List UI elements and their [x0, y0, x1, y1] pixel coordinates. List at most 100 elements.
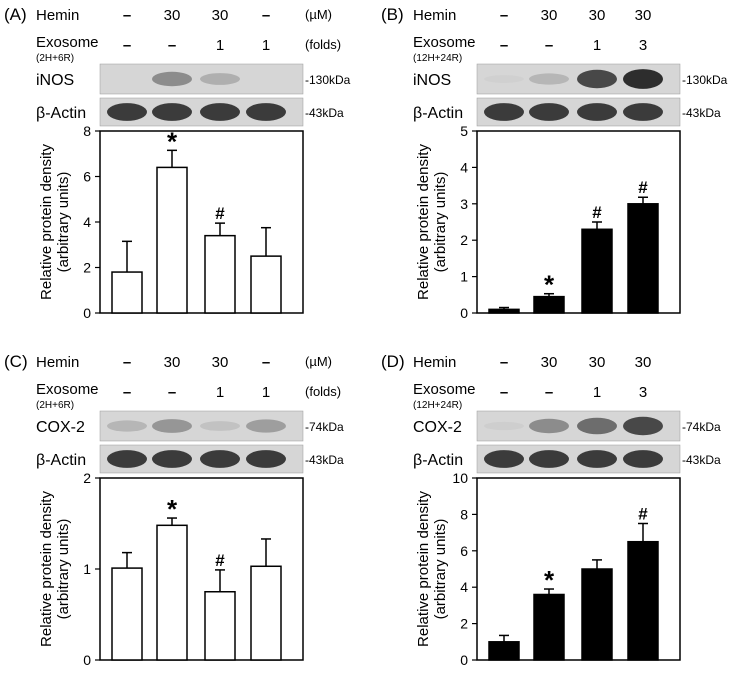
treatment-value: 30 [635, 354, 652, 371]
blot-label: iNOS [413, 72, 451, 89]
bar [627, 203, 659, 314]
treatment-label: Hemin [413, 354, 456, 371]
panel-b: (B) Hemin –30 30 30 Exosome (12H+24R) – –1 3 iNOS -… [377, 0, 754, 346]
blot-label: COX-2 [36, 419, 85, 436]
blot-band [152, 450, 192, 468]
plot-frame [476, 130, 681, 314]
blot-marker: -130kDa [682, 73, 728, 87]
y-tick-label: 1 [83, 561, 91, 577]
treatment-value: 3 [639, 384, 647, 401]
bar [250, 565, 282, 661]
bar [581, 568, 613, 661]
treatment-value: 1 [216, 384, 224, 401]
treatment-value: 30 [212, 354, 229, 371]
significance-star: * [167, 126, 178, 156]
treatment-label: Exosome [413, 34, 476, 51]
blot-marker: -43kDa [305, 106, 344, 120]
blot-band [623, 416, 663, 436]
bar [488, 641, 520, 661]
blot-band [484, 75, 524, 83]
y-axis-label-line1: Relative protein density [38, 144, 55, 300]
blot-band [623, 103, 663, 121]
bar [250, 255, 282, 314]
panel-c-svg: (C) Hemin – 30 30 – (µM) Exosome (2H+6R) – – 1 1 (fol… [4, 352, 344, 668]
panel-label: (B) [381, 5, 404, 24]
treatment-sublabel: (2H+6R) [36, 400, 74, 411]
blot-band [246, 103, 286, 121]
significance-star: * [544, 565, 555, 595]
y-tick-label: 10 [452, 470, 468, 486]
treatment-value: 3 [639, 37, 647, 54]
treatment-value: 1 [262, 37, 270, 54]
treatment-value: – [123, 384, 131, 401]
treatment-value: 30 [164, 354, 181, 371]
bar [627, 540, 659, 661]
blot-band [107, 420, 147, 432]
blot-band [107, 103, 147, 121]
treatment-value: – [123, 354, 131, 371]
treatment-value: 30 [589, 354, 606, 371]
panel-c: (C) Hemin – 30 30 – (µM) Exosome (2H+6R) – – 1 1 (fol… [0, 347, 377, 693]
blot-band [200, 73, 240, 85]
blot-band [484, 421, 524, 431]
treatment-value: – [123, 7, 131, 24]
blot-band [152, 71, 192, 87]
treatment-value: – [500, 37, 508, 54]
panel-d: (D) Hemin – 30 30 30 Exosome (12H+24R) – – 1 3 COX-2… [377, 347, 754, 693]
treatment-value: – [123, 37, 131, 54]
treatment-sublabel: (12H+24R) [413, 400, 462, 411]
y-tick-label: 2 [83, 260, 91, 276]
treatment-unit: (µM) [305, 7, 332, 22]
panel-label: (A) [4, 5, 27, 24]
blot-band [200, 103, 240, 121]
blot-marker: -130kDa [305, 73, 351, 87]
blot-label: COX-2 [413, 419, 462, 436]
treatment-value: – [545, 384, 553, 401]
treatment-value: 30 [635, 7, 652, 24]
treatment-value: 1 [593, 37, 601, 54]
treatment-value: 30 [541, 7, 558, 24]
y-axis-label-line1: Relative protein density [415, 491, 432, 647]
panel-label: (D) [381, 352, 405, 371]
treatment-value: – [262, 354, 270, 371]
blot-marker: -43kDa [682, 453, 721, 467]
bar [156, 524, 188, 661]
y-tick-label: 2 [460, 232, 468, 248]
significance-hash: # [638, 178, 648, 197]
blot-band [623, 69, 663, 89]
blot-band [577, 103, 617, 121]
blot-band [200, 421, 240, 431]
treatment-value: – [500, 354, 508, 371]
blot-label: β-Actin [413, 105, 463, 122]
blot-band [152, 103, 192, 121]
y-tick-label: 2 [460, 616, 468, 632]
panel-a-svg: (A) Hemin – 30 30 – (µM) Exosome (2H+6R) – – 1 1 (fol… [4, 5, 351, 321]
treatment-label: Exosome [36, 34, 99, 51]
blot-band [529, 450, 569, 468]
treatment-value: 30 [164, 7, 181, 24]
bar [204, 591, 236, 661]
significance-star: * [544, 270, 555, 300]
blot-band [107, 450, 147, 468]
treatment-value: – [168, 37, 176, 54]
y-axis-label-line2: (arbitrary units) [432, 172, 449, 273]
treatment-sublabel: (12H+24R) [413, 53, 462, 64]
blot-band [529, 73, 569, 85]
blot-label: β-Actin [36, 105, 86, 122]
y-tick-label: 6 [83, 169, 91, 185]
treatment-label: Hemin [36, 7, 79, 24]
blot-band [152, 419, 192, 433]
treatment-sublabel: (2H+6R) [36, 53, 74, 64]
y-tick-label: 5 [460, 123, 468, 139]
significance-hash: # [592, 203, 602, 222]
significance-hash: # [215, 204, 225, 223]
bar [533, 295, 565, 314]
y-axis-label-line2: (arbitrary units) [55, 519, 72, 620]
treatment-value: – [545, 37, 553, 54]
bar [156, 166, 188, 314]
y-tick-label: 8 [460, 506, 468, 522]
blot-band [577, 69, 617, 89]
y-tick-label: 4 [460, 579, 468, 595]
y-tick-label: 0 [83, 652, 91, 668]
treatment-unit: (folds) [305, 384, 341, 399]
